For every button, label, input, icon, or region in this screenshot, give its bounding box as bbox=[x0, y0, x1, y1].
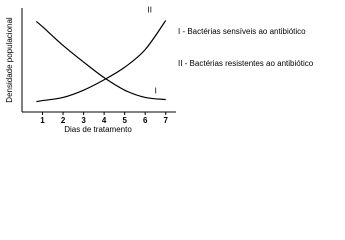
x-tick-label: 6 bbox=[143, 116, 148, 125]
x-tick-label: 4 bbox=[102, 116, 107, 125]
x-tick-label: 1 bbox=[40, 116, 45, 125]
series-line bbox=[36, 20, 167, 103]
legend-entry: I - Bactérias sensíveis ao antibiótico bbox=[178, 27, 306, 36]
x-axis-label: Dias de tratamento bbox=[64, 125, 132, 134]
legend-entry: II - Bactérias resistentes ao antibiótic… bbox=[178, 59, 314, 68]
series-label: II bbox=[148, 6, 152, 15]
chart: Densidade populacional Dias de tratament… bbox=[5, 6, 314, 135]
series-line bbox=[35, 21, 166, 101]
x-tick-label: 2 bbox=[61, 116, 66, 125]
y-axis-label: Densidade populacional bbox=[5, 17, 14, 103]
x-tick-label: 3 bbox=[81, 116, 86, 125]
series-label: I bbox=[155, 87, 157, 96]
x-tick-label: 7 bbox=[164, 116, 169, 125]
x-tick-label: 5 bbox=[122, 116, 127, 125]
